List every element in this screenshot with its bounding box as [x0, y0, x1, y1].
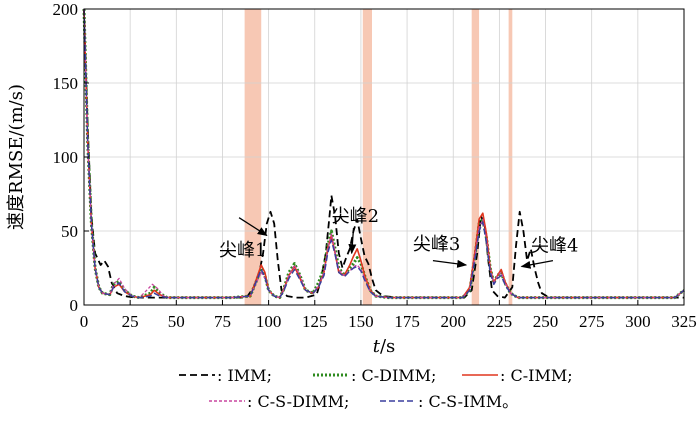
series-line-c-s-dimm — [83, 8, 685, 299]
legend-label-c-dimm: : C-DIMM; — [351, 366, 436, 385]
series-line-c-s-imm — [83, 8, 685, 299]
x-tick-label: 200 — [440, 312, 466, 331]
x-tick-label: 300 — [625, 312, 651, 331]
y-axis-label: 速度RMSE/(m/s) — [6, 84, 27, 230]
spike-arrow-4 — [520, 259, 554, 269]
x-tick-label: 150 — [348, 312, 374, 331]
spike-arrow-2 — [348, 227, 357, 255]
x-tick-label: 100 — [256, 312, 282, 331]
series-line-c-dimm — [82, 8, 685, 300]
x-tick-label: 250 — [533, 312, 559, 331]
y-tick-label: 0 — [70, 296, 79, 315]
y-tick-label: 100 — [53, 148, 79, 167]
series-line-imm — [83, 8, 684, 299]
x-axis-label: t/s — [373, 336, 396, 357]
spike-label-3: 尖峰3 — [413, 234, 460, 255]
x-tick-label: 50 — [168, 312, 185, 331]
x-tick-label: 0 — [80, 312, 89, 331]
spike-arrow-3 — [432, 259, 468, 268]
series-group — [82, 8, 685, 300]
x-axis-label-variable: t — [373, 336, 381, 357]
legend: : IMM; : C-DIMM; : C-IMM; : C-S-DIMM; : C-S-… — [179, 366, 573, 411]
series-line-c-imm — [83, 8, 685, 299]
x-tick-label: 175 — [394, 312, 420, 331]
spike-arrow-1 — [238, 217, 268, 236]
x-tick-label: 25 — [122, 312, 139, 331]
spike-label-4: 尖峰4 — [531, 236, 578, 257]
y-tick-label: 150 — [53, 74, 79, 93]
x-tick-label: 325 — [671, 312, 697, 331]
x-tick-label: 125 — [302, 312, 328, 331]
spike-label-1: 尖峰1 — [219, 240, 266, 261]
x-tick-label: 225 — [487, 312, 513, 331]
y-tick-label: 200 — [53, 0, 79, 19]
x-tick-label: 75 — [214, 312, 231, 331]
annotations: 尖峰1 尖峰2 尖峰3 尖峰4 — [219, 206, 578, 269]
spike-label-2: 尖峰2 — [332, 206, 379, 227]
x-tick-label: 275 — [579, 312, 605, 331]
legend-label-c-s-dimm: : C-S-DIMM; — [247, 392, 349, 411]
legend-label-c-s-imm: : C-S-IMM。 — [418, 392, 518, 411]
grid — [83, 8, 685, 306]
x-axis-label-unit: /s — [380, 336, 395, 357]
ticks: 0 25 50 75 100 125 150 175 200 225 250 275 300 325 0 50… — [53, 0, 697, 331]
legend-label-c-imm: : C-IMM; — [500, 366, 573, 385]
legend-label-imm: : IMM; — [217, 366, 272, 385]
y-tick-label: 50 — [61, 222, 78, 241]
